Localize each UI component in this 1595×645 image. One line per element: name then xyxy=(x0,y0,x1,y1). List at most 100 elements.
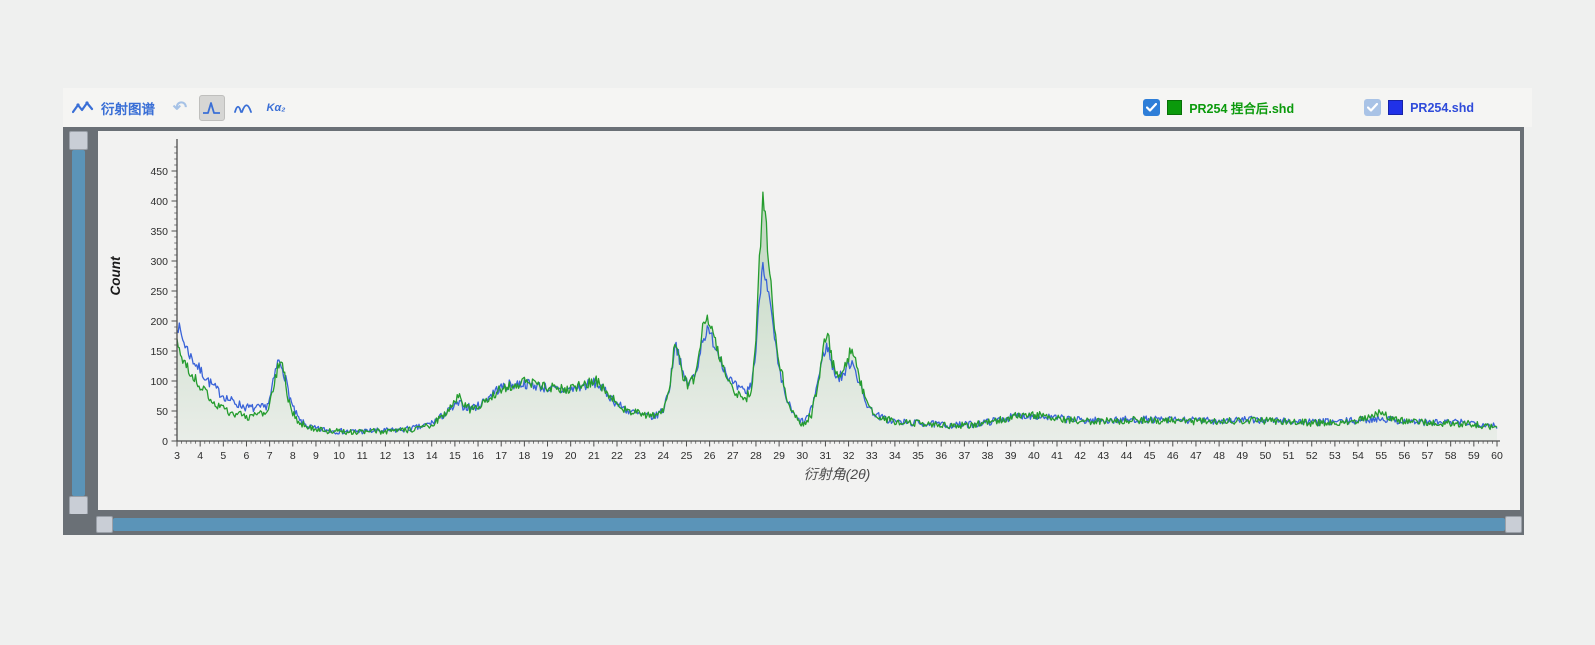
x-tick-label: 18 xyxy=(519,450,531,462)
vertical-scrollbar[interactable] xyxy=(63,127,94,535)
x-tick-label: 23 xyxy=(634,450,646,462)
chart-frame: 3 4 5 6 7 8 9 10 11 12 13 14 15 16 17 18 19 20 21 22 23 24 25 2… xyxy=(63,127,1532,535)
x-tick-label: 48 xyxy=(1213,450,1225,462)
legend-label[interactable]: PR254 捏合后.shd xyxy=(1189,102,1295,116)
legend-checkbox[interactable] xyxy=(1364,99,1382,116)
undo-icon: ↶ xyxy=(172,98,188,117)
x-tick-label: 10 xyxy=(333,450,345,462)
legend-label[interactable]: PR254.shd xyxy=(1410,100,1474,115)
v-scroll-handle-top[interactable] xyxy=(69,131,88,150)
x-tick-label: 12 xyxy=(380,450,392,462)
x-tick-label: 38 xyxy=(982,450,994,462)
legend-swatch xyxy=(1388,100,1404,115)
x-tick-label: 28 xyxy=(750,450,762,462)
page-title: 衍射图谱 xyxy=(101,101,155,117)
x-tick-label: 50 xyxy=(1260,450,1272,462)
y-tick-label: 200 xyxy=(150,316,168,328)
toolbar: 衍射图谱 ↶ Kα₂ PR254 捏合后.shd PR254.shd xyxy=(63,88,1532,127)
x-tick-label: 57 xyxy=(1422,450,1434,462)
ka2-label: Kα₂ xyxy=(266,101,286,114)
x-tick-label: 11 xyxy=(357,450,368,462)
x-tick-label: 45 xyxy=(1144,450,1156,462)
x-tick-label: 49 xyxy=(1236,450,1248,462)
x-tick-label: 24 xyxy=(657,450,669,462)
x-tick-label: 32 xyxy=(843,450,855,462)
x-tick-label: 43 xyxy=(1097,450,1109,462)
x-tick-label: 47 xyxy=(1190,450,1202,462)
smooth-peaks-button[interactable] xyxy=(231,95,257,121)
y-tick-label: 100 xyxy=(150,376,168,388)
x-tick-label: 53 xyxy=(1329,450,1341,462)
x-tick-label: 16 xyxy=(472,450,484,462)
legend-checkbox[interactable] xyxy=(1143,99,1161,116)
series-fills xyxy=(177,192,1497,441)
y-tick-label: 450 xyxy=(150,166,168,178)
x-tick-label: 14 xyxy=(426,450,438,462)
x-tick-label: 34 xyxy=(889,450,901,462)
series-fill xyxy=(177,192,1497,441)
x-tick-label: 59 xyxy=(1468,450,1480,462)
x-tick-label: 19 xyxy=(542,450,554,462)
v-scroll-handle-bottom[interactable] xyxy=(69,496,88,515)
x-tick-label: 33 xyxy=(866,450,878,462)
chart-line-icon xyxy=(72,100,94,116)
x-tick-label: 58 xyxy=(1445,450,1457,462)
h-scroll-handle-right[interactable] xyxy=(1505,516,1522,533)
y-axis-title: Count xyxy=(108,256,123,295)
x-tick-label: 9 xyxy=(313,450,319,462)
series-lines xyxy=(176,191,1498,436)
check-icon xyxy=(1367,103,1379,112)
x-tick-label: 31 xyxy=(820,450,832,462)
x-tick-label: 54 xyxy=(1352,450,1364,462)
series-line[interactable] xyxy=(176,191,1498,436)
chart-svg[interactable]: 3 4 5 6 7 8 9 10 11 12 13 14 15 16 17 18 19 20 21 22 23 24 25 2… xyxy=(98,131,1520,510)
x-tick-label: 4 xyxy=(197,450,203,462)
series-line[interactable] xyxy=(176,261,1498,435)
y-tick-label: 150 xyxy=(150,346,168,358)
ka2-strip-button[interactable]: Kα₂ xyxy=(263,95,289,121)
x-tick-label: 42 xyxy=(1074,450,1086,462)
x-tick-label: 3 xyxy=(174,450,180,462)
x-tick-label: 15 xyxy=(449,450,461,462)
h-scroll-track[interactable] xyxy=(113,518,1505,531)
x-tick-label: 37 xyxy=(959,450,971,462)
x-tick-label: 7 xyxy=(267,450,273,462)
y-tick-label: 350 xyxy=(150,226,168,238)
y-tick-label: 250 xyxy=(150,286,168,298)
x-tick-label: 44 xyxy=(1121,450,1133,462)
y-tick-label: 400 xyxy=(150,196,168,208)
chart-panel: 3 4 5 6 7 8 9 10 11 12 13 14 15 16 17 18 19 20 21 22 23 24 25 2… xyxy=(94,127,1524,514)
x-tick-label: 29 xyxy=(773,450,785,462)
h-scroll-handle-left[interactable] xyxy=(96,516,113,533)
x-tick-label: 60 xyxy=(1491,450,1503,462)
x-tick-label: 40 xyxy=(1028,450,1040,462)
axes: 3 4 5 6 7 8 9 10 11 12 13 14 15 16 17 18 19 20 21 22 23 24 25 2… xyxy=(108,139,1503,482)
x-tick-label: 8 xyxy=(290,450,296,462)
legend-item[interactable]: PR254.shd xyxy=(1364,98,1474,117)
single-peak-icon xyxy=(203,101,220,114)
x-tick-label: 30 xyxy=(796,450,808,462)
x-tick-label: 56 xyxy=(1399,450,1411,462)
y-tick-label: 50 xyxy=(156,406,168,418)
undo-button[interactable]: ↶ xyxy=(167,95,193,121)
x-tick-label: 55 xyxy=(1375,450,1387,462)
v-scroll-track[interactable] xyxy=(72,150,85,496)
x-tick-label: 17 xyxy=(495,450,507,462)
legend-item[interactable]: PR254 捏合后.shd xyxy=(1143,98,1294,117)
x-tick-label: 21 xyxy=(588,450,600,462)
x-tick-label: 39 xyxy=(1005,450,1017,462)
x-tick-label: 46 xyxy=(1167,450,1179,462)
app-window: 衍射图谱 ↶ Kα₂ PR254 捏合后.shd PR254.shd xyxy=(63,88,1532,535)
peak-tool-button[interactable] xyxy=(199,94,225,121)
x-tick-label: 13 xyxy=(403,450,415,462)
y-tick-label: 300 xyxy=(150,256,168,268)
x-tick-label: 26 xyxy=(704,450,716,462)
x-axis-title: 衍射角(2θ) xyxy=(804,466,871,482)
double-peak-icon xyxy=(234,104,252,113)
x-tick-label: 35 xyxy=(912,450,924,462)
x-tick-label: 22 xyxy=(611,450,623,462)
x-tick-label: 6 xyxy=(244,450,250,462)
legend: PR254 捏合后.shd PR254.shd xyxy=(1143,98,1522,117)
x-tick-label: 51 xyxy=(1283,450,1295,462)
horizontal-scrollbar[interactable] xyxy=(63,514,1524,535)
